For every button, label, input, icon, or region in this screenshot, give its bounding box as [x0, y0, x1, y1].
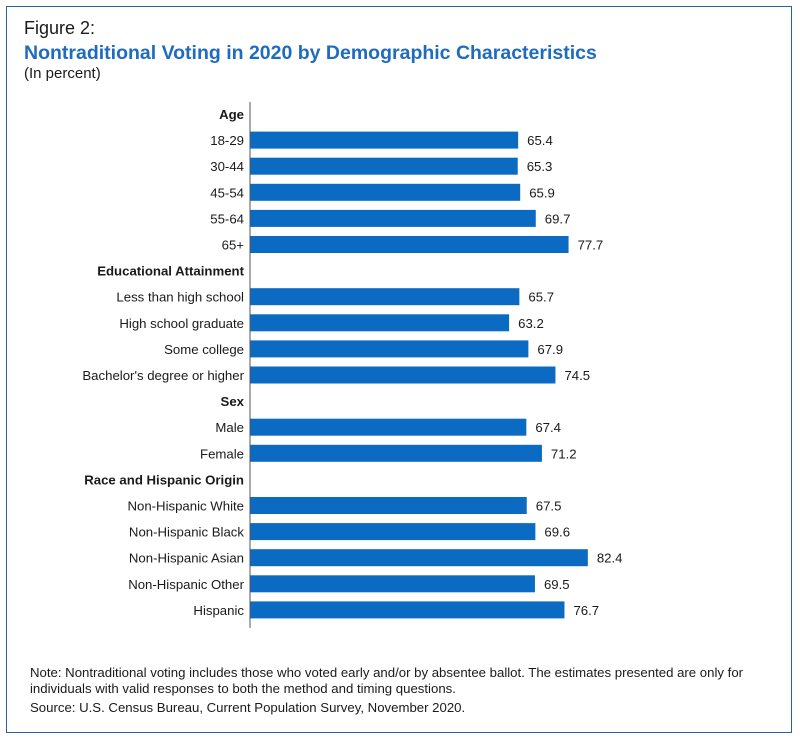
data-label: 74.5	[564, 368, 590, 383]
bar	[250, 366, 556, 384]
data-label: 65.9	[529, 185, 555, 200]
group-label: Sex	[221, 394, 245, 409]
bar	[250, 131, 519, 149]
data-label: 71.2	[551, 446, 577, 461]
category-label: Non-Hispanic Other	[128, 577, 244, 592]
chart-note: Note: Nontraditional voting includes tho…	[30, 665, 744, 696]
bar	[250, 183, 521, 201]
chart-source: Source: U.S. Census Bureau, Current Popu…	[30, 700, 466, 715]
bar	[250, 523, 536, 541]
data-label: 82.4	[597, 551, 623, 566]
group-label: Educational Attainment	[97, 264, 244, 279]
category-label: Male	[215, 420, 244, 435]
data-label: 77.7	[578, 238, 604, 253]
data-label: 69.7	[545, 211, 571, 226]
bar	[250, 288, 520, 306]
data-label: 67.4	[535, 420, 561, 435]
category-label: Non-Hispanic White	[127, 499, 244, 514]
bar	[250, 601, 565, 619]
data-label: 69.6	[544, 525, 570, 540]
category-label: Bachelor's degree or higher	[82, 368, 244, 383]
chart-title: Nontraditional Voting in 2020 by Demogra…	[24, 42, 597, 64]
category-label: Hispanic	[193, 603, 244, 618]
bar	[250, 497, 527, 514]
category-label: Some college	[164, 342, 244, 357]
data-label: 65.3	[527, 159, 553, 174]
data-label: 69.5	[544, 577, 570, 592]
bar	[250, 444, 542, 462]
category-label: Less than high school	[116, 290, 244, 305]
bar	[250, 314, 510, 332]
category-label: 30-44	[210, 159, 244, 174]
category-label: 55-64	[210, 211, 244, 226]
bar	[250, 209, 536, 227]
bar	[250, 157, 518, 175]
figure-label: Figure 2:	[24, 18, 96, 38]
group-label: Age	[219, 107, 244, 122]
data-label: 65.4	[527, 133, 553, 148]
data-label: 76.7	[573, 603, 599, 618]
figure-frame	[6, 6, 792, 733]
bar	[250, 575, 535, 593]
bar	[250, 236, 569, 253]
category-label: 65+	[222, 238, 245, 253]
category-label: High school graduate	[119, 316, 244, 331]
category-label: Female	[200, 446, 244, 461]
bar	[250, 340, 529, 358]
category-label: 18-29	[210, 133, 244, 148]
data-label: 65.7	[528, 290, 554, 305]
category-label: 45-54	[210, 185, 244, 200]
chart-subtitle: (In percent)	[24, 65, 101, 82]
bar	[250, 418, 527, 436]
data-label: 67.5	[536, 499, 562, 514]
bar	[250, 549, 588, 567]
category-label: Non-Hispanic Asian	[129, 551, 244, 566]
data-label: 67.9	[537, 342, 563, 357]
group-label: Race and Hispanic Origin	[84, 472, 244, 487]
data-label: 63.2	[518, 316, 544, 331]
category-label: Non-Hispanic Black	[129, 525, 244, 540]
